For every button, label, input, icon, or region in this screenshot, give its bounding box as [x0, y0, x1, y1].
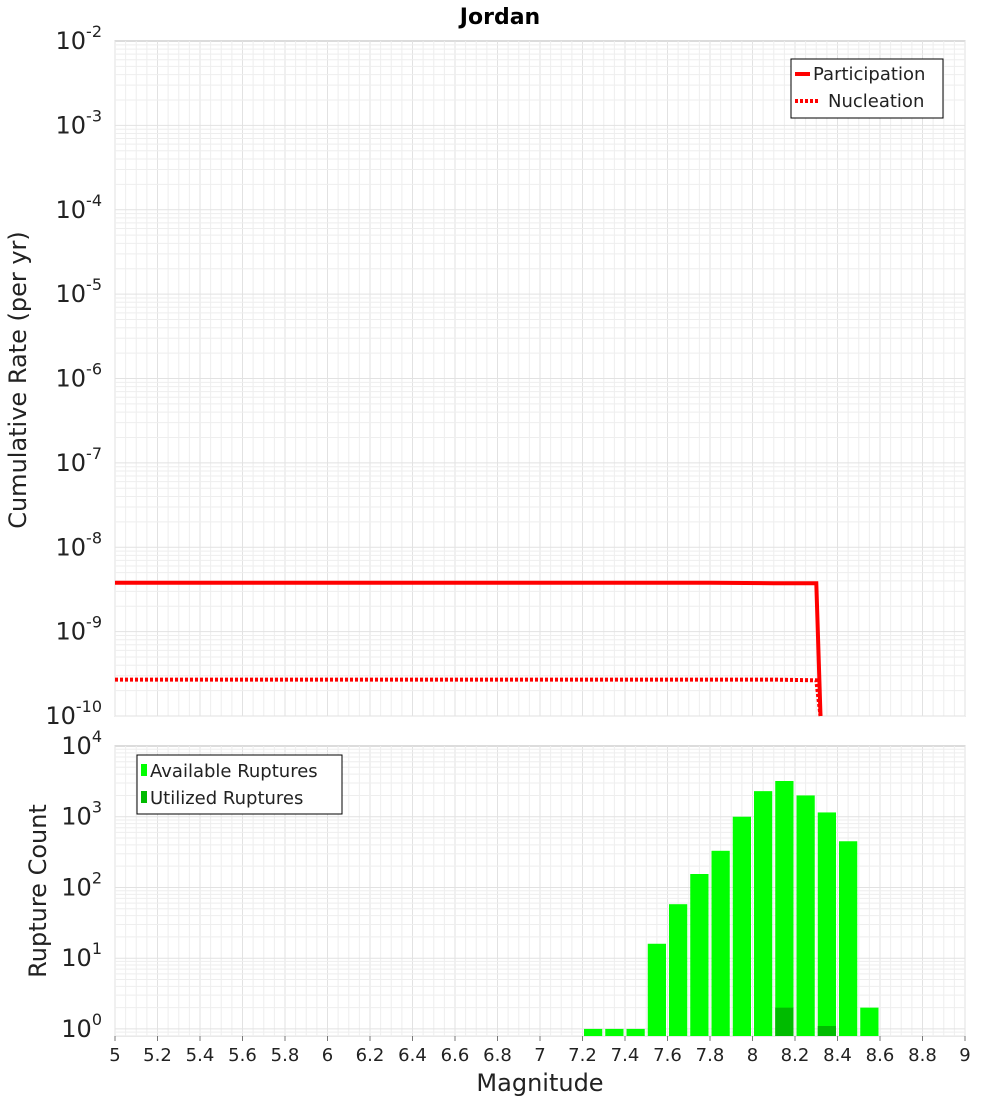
- x-tick-label: 9: [959, 1045, 970, 1066]
- rupture-bars: [584, 781, 879, 1036]
- rate-y-tick-label: 10-4: [56, 191, 103, 224]
- x-tick-label: 8.2: [781, 1045, 810, 1066]
- x-tick-label: 5.4: [186, 1045, 215, 1066]
- rate-grid: [114, 41, 966, 717]
- rupture-y-ticks: 100 101 102 103 104: [61, 727, 102, 1043]
- available-bar: [732, 816, 751, 1036]
- x-tick-label: 5.8: [271, 1045, 300, 1066]
- rupture-legend: Available Ruptures Utilized Ruptures: [136, 754, 343, 815]
- utilized-bar: [775, 1007, 794, 1036]
- available-bar: [584, 1028, 603, 1036]
- x-tick-label: 7.2: [568, 1045, 597, 1066]
- rate-y-axis-label: Cumulative Rate (per yr): [4, 231, 32, 529]
- x-tick-label: 8.6: [866, 1045, 895, 1066]
- x-tick-label: 8.8: [908, 1045, 937, 1066]
- x-tick-label: 6.2: [356, 1045, 385, 1066]
- x-tick-label: 5.6: [228, 1045, 257, 1066]
- rate-legend: Participation Nucleation: [790, 58, 944, 119]
- available-bar: [669, 904, 688, 1036]
- rupture-y-tick-label: 102: [61, 868, 102, 901]
- rupture-y-axis-label: Rupture Count: [24, 804, 52, 978]
- rupture-y-tick-label: 104: [61, 727, 102, 760]
- participation-line: [115, 580, 823, 717]
- x-tick-label: 8.4: [823, 1045, 852, 1066]
- available-bar: [647, 943, 666, 1036]
- rupture-y-tick-label: 101: [61, 939, 102, 972]
- available-bar: [711, 850, 730, 1036]
- nucleation-line: [115, 677, 823, 717]
- chart-title: Jordan: [458, 5, 540, 30]
- x-tick-label: 7.6: [653, 1045, 682, 1066]
- available-bar: [775, 781, 794, 1036]
- utilized-legend-label: Utilized Ruptures: [150, 788, 303, 809]
- x-tick-label: 7: [534, 1045, 545, 1066]
- rate-y-tick-label: 10-8: [56, 528, 103, 561]
- rate-y-tick-label: 10-7: [56, 444, 103, 477]
- available-bar: [605, 1028, 624, 1036]
- magnitude-x-ticks: 5 5.2 5.4 5.6 5.8 6 6.2 6.4 6.6 6.8 7 7.2 7.4 7.6 7.8 8…: [109, 1036, 971, 1066]
- rupture-legend-box: [136, 754, 343, 815]
- rate-series: [115, 580, 823, 717]
- x-tick-label: 5: [109, 1045, 120, 1066]
- nucleation-legend-label: Nucleation: [828, 91, 924, 112]
- rate-y-tick-label: 10-6: [56, 360, 103, 393]
- x-tick-label: 6.8: [483, 1045, 512, 1066]
- available-legend-swatch: [141, 764, 147, 776]
- rate-chart: Jordan 10-210-310-410-510-610-710-810-91…: [4, 5, 966, 730]
- rate-legend-box: [790, 58, 944, 119]
- rate-y-tick-label: 10-9: [56, 613, 103, 646]
- rupture-y-tick-label: 103: [61, 798, 102, 831]
- available-legend-label: Available Ruptures: [150, 761, 318, 782]
- x-tick-label: 8: [747, 1045, 758, 1066]
- rate-y-tick-label: 10-10: [45, 697, 102, 730]
- rupture-chart: 100 101 102 103 104 5 5.2 5.4 5.6 5.8 6 6.2 6.4 6.6 6…: [24, 727, 971, 1097]
- rate-y-tick-label: 10-5: [56, 275, 103, 308]
- x-axis-label: Magnitude: [476, 1069, 603, 1097]
- available-bar: [754, 791, 773, 1036]
- rate-y-ticks: 10-2 10-3 10-4 10-5 10-6 10-7 10-8 10-9 10-10: [45, 22, 102, 730]
- rate-y-tick-label: 10-3: [56, 106, 103, 139]
- x-tick-label: 6: [322, 1045, 333, 1066]
- participation-legend-label: Participation: [813, 64, 925, 85]
- available-bar: [796, 795, 815, 1036]
- x-tick-label: 7.4: [611, 1045, 640, 1066]
- available-bar: [839, 841, 858, 1036]
- utilized-legend-swatch: [141, 791, 147, 803]
- utilized-bar: [817, 1025, 836, 1036]
- x-tick-label: 5.2: [143, 1045, 172, 1066]
- available-bar: [817, 812, 836, 1036]
- rate-y-tick-label: 10-2: [56, 22, 103, 55]
- available-bar: [860, 1007, 879, 1036]
- x-tick-label: 7.8: [696, 1045, 725, 1066]
- rupture-y-tick-label: 100: [61, 1010, 102, 1043]
- available-bar: [690, 874, 709, 1036]
- x-tick-label: 6.4: [398, 1045, 427, 1066]
- available-bar: [626, 1028, 645, 1036]
- x-tick-label: 6.6: [441, 1045, 470, 1066]
